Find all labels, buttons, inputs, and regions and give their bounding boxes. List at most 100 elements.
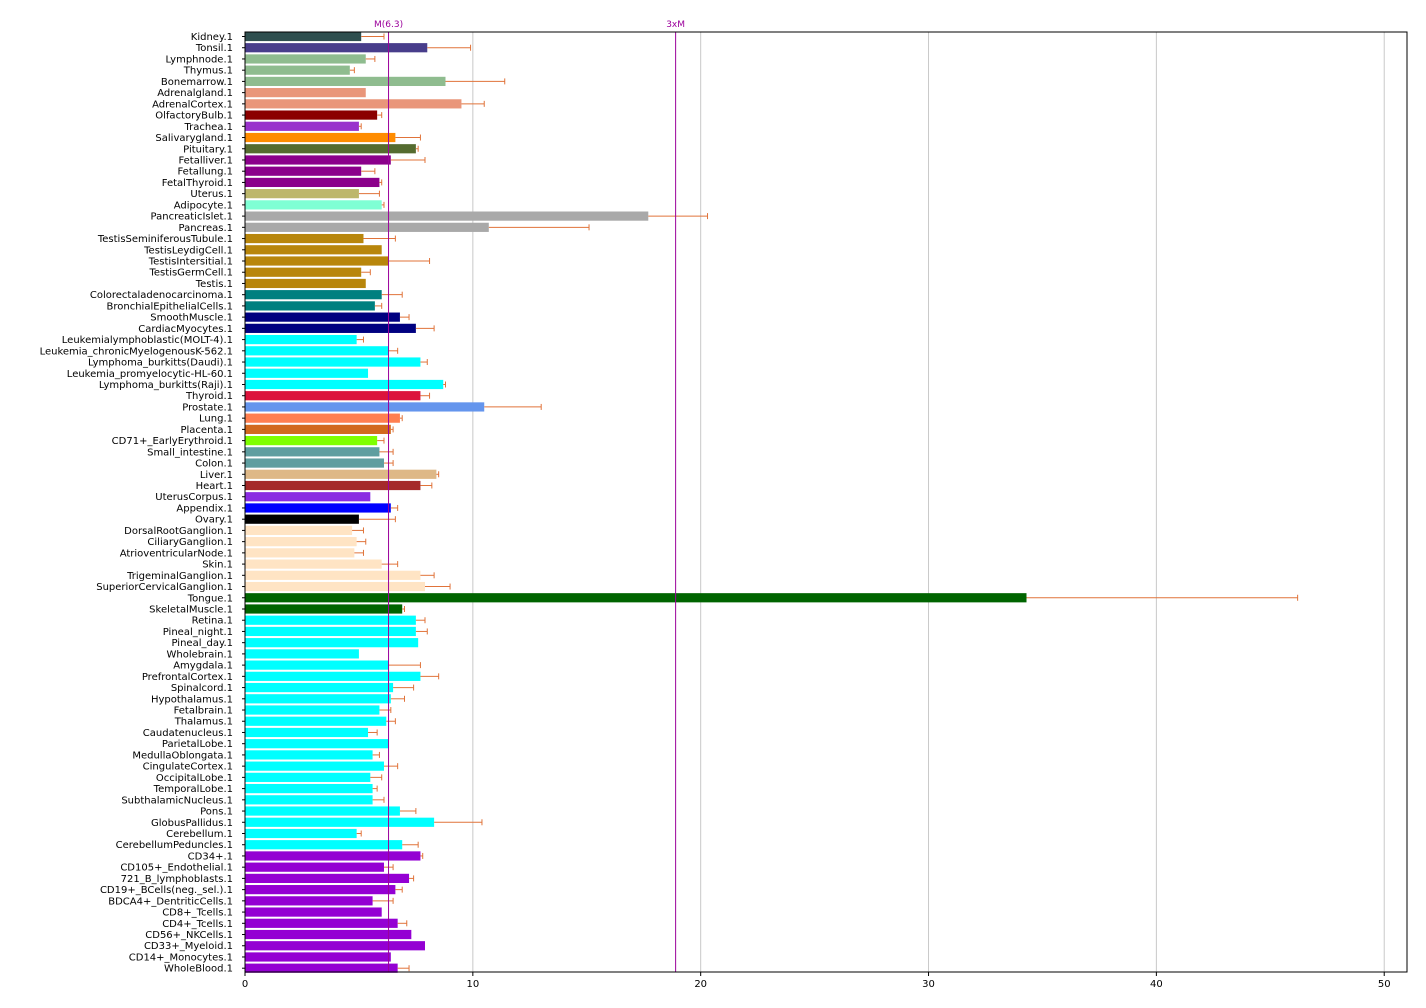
bar <box>245 795 373 805</box>
y-tick-label: Trachea.1 <box>183 122 233 133</box>
bar <box>245 638 419 648</box>
bar <box>245 929 412 940</box>
bar <box>245 660 389 670</box>
y-tick-label: Lymphoma_burkitts(Raji).1 <box>99 380 233 391</box>
y-tick-label: GlobusPallidus.1 <box>151 818 233 829</box>
bar <box>245 548 355 558</box>
bar <box>245 346 389 356</box>
y-tick-label: OlfactoryBulb.1 <box>155 111 233 122</box>
y-tick-label: MedullaOblongata.1 <box>132 750 233 761</box>
y-tick-label: Adipocyte.1 <box>174 200 233 211</box>
bar <box>245 559 382 569</box>
bar <box>245 480 421 491</box>
y-tick-label: CD34+.1 <box>188 851 233 862</box>
y-tick-label: Pineal_day.1 <box>172 638 234 649</box>
bar <box>245 727 369 738</box>
reference-line-label: 3xM <box>666 20 685 30</box>
bar <box>245 424 391 434</box>
y-tick-label: SkeletalMuscle.1 <box>149 604 233 615</box>
bar <box>245 772 371 782</box>
y-tick-label: Wholebrain.1 <box>166 649 233 660</box>
y-tick-label: Lung.1 <box>199 414 233 425</box>
y-tick-label: Skin.1 <box>202 560 233 571</box>
y-tick-label: TemporalLobe.1 <box>153 784 233 795</box>
bar <box>245 290 382 300</box>
y-tick-label: CD33+_Myeloid.1 <box>144 941 233 952</box>
y-tick-label: Thyroid.1 <box>185 391 233 402</box>
y-tick-label: BDCA4+_DentriticCells.1 <box>108 896 233 907</box>
y-tick-label: ParietalLobe.1 <box>162 739 233 750</box>
bar <box>245 469 437 479</box>
y-tick-label: CD105+_Endothelial.1 <box>120 863 233 874</box>
grid-lines <box>244 32 1385 972</box>
reference-lines: M(6.3) 3xM <box>374 20 685 972</box>
bar <box>245 43 428 53</box>
plot-frame <box>244 31 1408 973</box>
y-tick-label: Colorectaladenocarcinoma.1 <box>90 290 233 301</box>
y-tick-label: AdrenalCortex.1 <box>152 99 233 110</box>
y-tick-label: PrefrontalCortex.1 <box>142 672 233 683</box>
bar <box>245 682 394 693</box>
bar <box>245 256 389 266</box>
bar <box>245 851 421 861</box>
bar <box>245 245 382 255</box>
y-tick-label: Pituitary.1 <box>183 144 233 155</box>
y-tick-label: Heart.1 <box>196 481 233 492</box>
bar <box>245 514 359 524</box>
bar <box>245 941 425 951</box>
bar <box>245 817 435 827</box>
y-tick-label: Placenta.1 <box>180 425 233 436</box>
bar <box>245 604 403 614</box>
y-tick-label: Thymus.1 <box>183 66 233 77</box>
bar <box>245 963 398 973</box>
y-tick-label: Colon.1 <box>195 459 233 470</box>
y-tick-label: Fetalbrain.1 <box>174 706 233 717</box>
bar <box>245 458 384 468</box>
y-tick-label: Pons.1 <box>200 807 233 818</box>
bar <box>245 570 421 580</box>
y-tick-label: CiliaryGanglion.1 <box>147 537 233 548</box>
y-tick-label: BronchialEpithelialCells.1 <box>107 301 234 312</box>
bar <box>245 323 416 333</box>
bar <box>245 211 649 221</box>
y-tick-label: Lymphnode.1 <box>166 54 234 65</box>
y-tick-label: Adrenalgland.1 <box>157 88 233 99</box>
y-tick-label: Hypothalamus.1 <box>151 694 233 705</box>
x-tick-label: 0 <box>242 979 248 990</box>
y-tick-label: Prostate.1 <box>182 402 233 413</box>
x-tick-label: 30 <box>922 979 935 990</box>
y-tick-label: Caudatenucleus.1 <box>143 728 233 739</box>
bar <box>245 368 369 378</box>
bar <box>245 492 371 502</box>
bar <box>245 155 391 165</box>
y-tick-label: Amygdala.1 <box>173 661 233 672</box>
y-tick-label: CerebellumPeduncles.1 <box>116 840 233 851</box>
error-bars <box>349 33 1299 972</box>
bar <box>245 761 384 771</box>
bar <box>245 379 444 390</box>
bar <box>245 705 380 715</box>
y-tick-label: SuperiorCervicalGanglion.1 <box>96 582 233 593</box>
bar <box>245 233 364 244</box>
bar <box>245 581 425 592</box>
y-tick-label: Bonemarrow.1 <box>161 77 233 88</box>
bar <box>245 806 400 816</box>
bar <box>245 391 421 401</box>
bar <box>245 840 403 850</box>
y-tick-label: Small_intestine.1 <box>147 447 233 458</box>
y-tick-label: Retina.1 <box>192 616 233 627</box>
bar <box>245 885 396 895</box>
y-tick-label: SubthalamicNucleus.1 <box>121 795 233 806</box>
bar <box>245 278 366 289</box>
y-tick-label: PancreaticIslet.1 <box>151 212 233 223</box>
y-tick-label: CD8+_Tcells.1 <box>162 908 233 919</box>
y-tick-label: Kidney.1 <box>191 32 233 43</box>
y-tick-label: CD4+_Tcells.1 <box>162 919 233 930</box>
y-tick-label: Thalamus.1 <box>174 717 233 728</box>
y-tick-label: DorsalRootGanglion.1 <box>124 526 233 537</box>
x-tick-label: 50 <box>1378 979 1391 990</box>
y-tick-label: SmoothMuscle.1 <box>150 313 233 324</box>
bar <box>245 918 398 928</box>
y-tick-label: 721_B_lymphoblasts.1 <box>121 874 233 885</box>
